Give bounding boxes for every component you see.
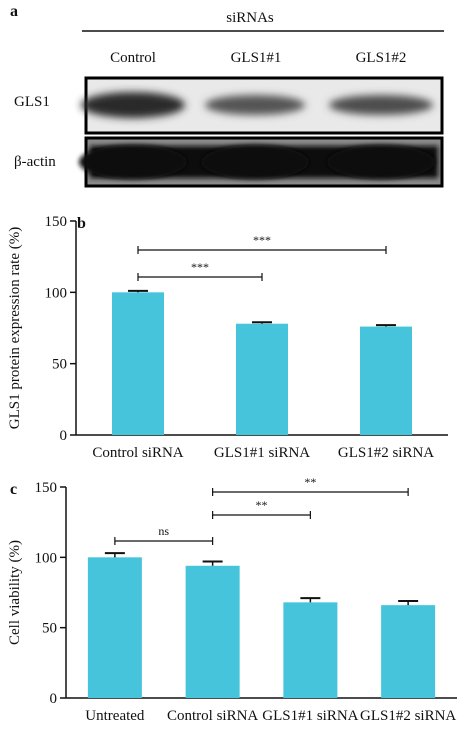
lane-label-control: Control <box>110 50 156 66</box>
actin-blot <box>79 136 444 188</box>
y-tick-label-50: 50 <box>52 357 67 373</box>
y-tick-label-50: 50 <box>42 621 57 637</box>
category-label-1: Control siRNA <box>167 708 258 724</box>
sirnas-header: siRNAs <box>226 10 274 26</box>
gls1-band-gls1-2 <box>329 95 433 115</box>
y-axis-label: Cell viability (%) <box>7 540 23 645</box>
lane-label-gls1-1: GLS1#1 <box>231 50 282 66</box>
gls1-blot <box>81 76 444 135</box>
significance-label-1: ** <box>256 498 268 512</box>
category-label-1: GLS1#1 siRNA <box>214 445 310 461</box>
panel-b-letter: b <box>77 215 86 232</box>
panel-c-letter: c <box>10 481 17 498</box>
row-label-gls1: GLS1 <box>14 94 50 110</box>
bar-1 <box>185 565 240 698</box>
panel-b: b 0 50 100 150 GLS1 protein expression rate … <box>7 214 448 461</box>
bar-3 <box>381 605 436 698</box>
actin-band-gls1-2 <box>327 145 435 179</box>
panel-a: a siRNAs Control GLS1#1 GLS1#2 GLS1 β-ac… <box>10 3 444 188</box>
row-label-actin: β-actin <box>14 154 56 170</box>
bar-2 <box>283 602 338 698</box>
y-axis-label: GLS1 protein expression rate (%) <box>7 227 23 429</box>
panel-c: c 0 50 100 150 Cell viability (%) Untreated Co… <box>7 475 457 724</box>
y-tick-label-150: 150 <box>35 480 58 496</box>
category-label-0: Untreated <box>85 708 145 724</box>
lane-label-gls1-2: GLS1#2 <box>356 50 407 66</box>
gls1-band-gls1-1 <box>205 95 305 115</box>
category-label-2: GLS1#2 siRNA <box>338 445 434 461</box>
category-label-0: Control siRNA <box>92 445 183 461</box>
panel-a-letter: a <box>10 3 18 20</box>
bar-2 <box>360 326 412 435</box>
category-label-3: GLS1#2 siRNA <box>360 708 456 724</box>
actin-band-control <box>79 145 187 179</box>
category-label-2: GLS1#1 siRNA <box>262 708 358 724</box>
bar-0 <box>87 557 142 698</box>
bar-1 <box>236 323 288 435</box>
y-tick-label-150: 150 <box>45 214 68 230</box>
y-tick-label-0: 0 <box>50 691 58 707</box>
significance-label-1: *** <box>253 233 271 247</box>
significance-label-0: *** <box>191 260 209 274</box>
y-tick-label-0: 0 <box>60 428 68 444</box>
significance-label-0: ns <box>158 524 169 538</box>
actin-band-gls1-1 <box>201 145 309 179</box>
bar-0 <box>112 292 164 435</box>
significance-label-2: ** <box>304 475 316 489</box>
gls1-band-control <box>81 92 185 118</box>
y-tick-label-100: 100 <box>45 285 68 301</box>
y-tick-label-100: 100 <box>35 550 58 566</box>
